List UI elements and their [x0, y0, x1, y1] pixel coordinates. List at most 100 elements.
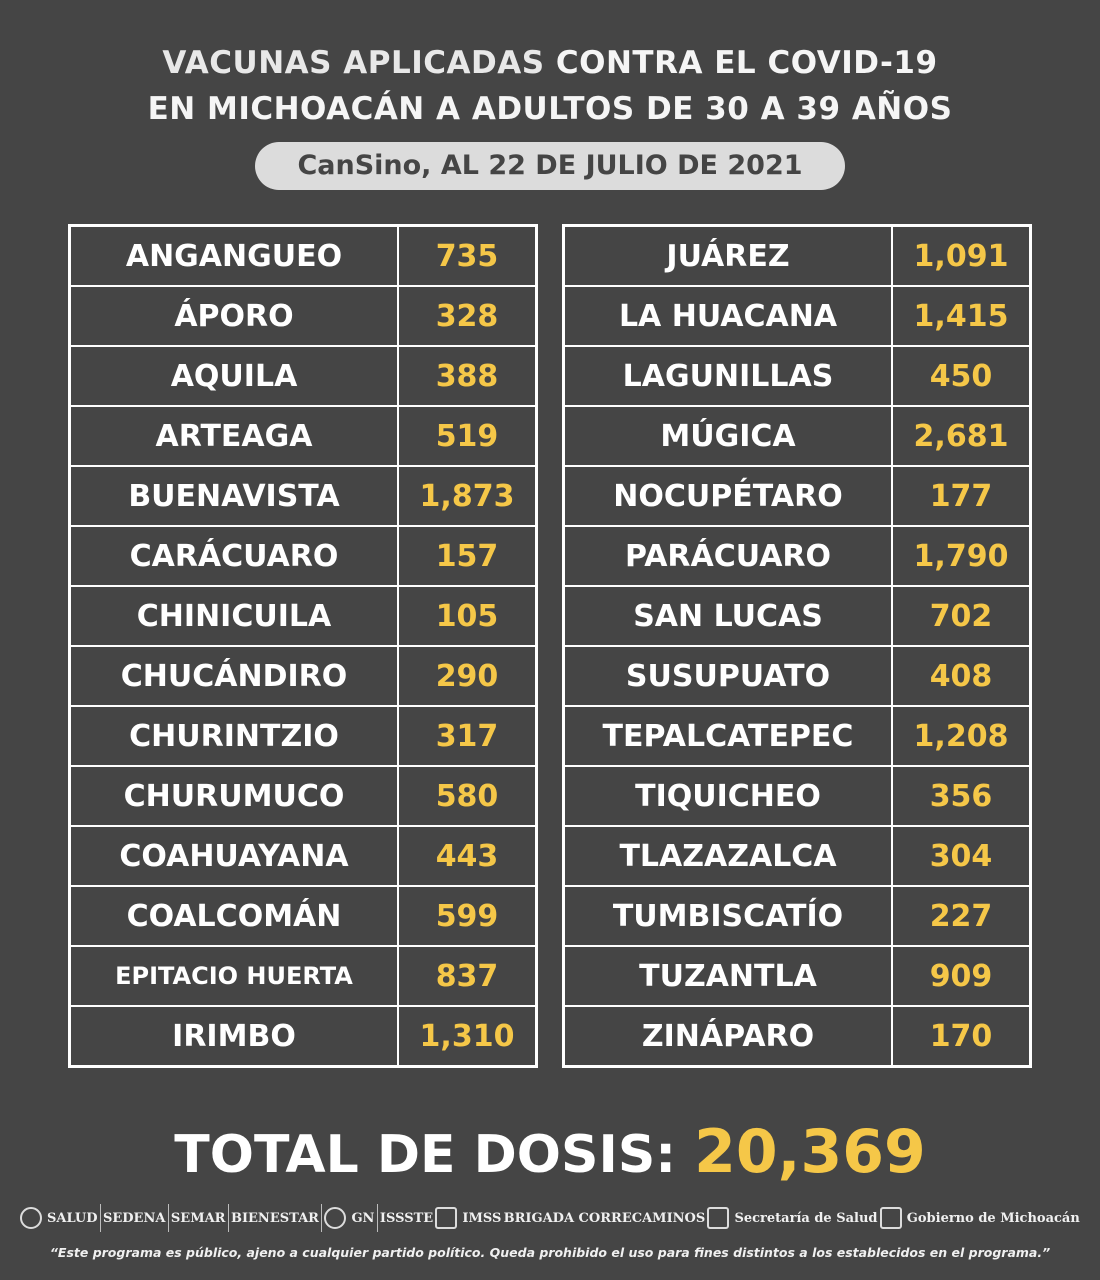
logo-divider [99, 1204, 101, 1232]
table-row: BUENAVISTA 1,873 [68, 465, 538, 527]
table-row: CARÁCUARO 157 [68, 525, 538, 587]
municipality-name: IRIMBO [68, 1005, 399, 1068]
dose-count: 328 [397, 285, 538, 347]
michoacan-shield-icon [707, 1207, 730, 1229]
table-row: CHURUMUCO 580 [68, 765, 538, 827]
dose-count: 1,208 [891, 705, 1032, 767]
table-row: CHUCÁNDIRO 290 [68, 645, 538, 707]
brigada-logo: BRIGADA CORRECAMINOS [503, 1210, 706, 1226]
table-row: COALCOMÁN 599 [68, 885, 538, 947]
table-row: PARÁCUARO 1,790 [562, 525, 1032, 587]
imss-emblem-icon [435, 1207, 458, 1229]
table-row: ANGANGUEO 735 [68, 224, 538, 287]
table-row: TIQUICHEO 356 [562, 765, 1032, 827]
municipality-name: SAN LUCAS [562, 585, 893, 647]
logo-divider [376, 1204, 378, 1232]
subtitle-pill: CanSino, AL 22 DE JULIO DE 2021 [255, 142, 845, 190]
table-row: MÚGICA 2,681 [562, 405, 1032, 467]
municipality-name: LAGUNILLAS [562, 345, 893, 407]
municipality-name: MÚGICA [562, 405, 893, 467]
total-value: 20,369 [694, 1117, 926, 1187]
municipality-name: COALCOMÁN [68, 885, 399, 947]
municipality-name: TIQUICHEO [562, 765, 893, 827]
logo-divider [321, 1204, 323, 1232]
imss-logo: IMSS [435, 1207, 501, 1229]
dose-count: 702 [891, 585, 1032, 647]
dose-count: 290 [397, 645, 538, 707]
municipality-name: TUZANTLA [562, 945, 893, 1007]
dose-count: 735 [397, 224, 538, 287]
table-row: IRIMBO 1,310 [68, 1005, 538, 1068]
dose-count: 105 [397, 585, 538, 647]
dose-count: 356 [891, 765, 1032, 827]
municipality-name: ANGANGUEO [68, 224, 399, 287]
municipality-name: NOCUPÉTARO [562, 465, 893, 527]
table-row: TEPALCATEPEC 1,208 [562, 705, 1032, 767]
table-row: ARTEAGA 519 [68, 405, 538, 467]
municipality-name: CHINICUILA [68, 585, 399, 647]
eagle-seal-icon [20, 1207, 42, 1229]
logo-divider [227, 1204, 229, 1232]
total-doses: TOTAL DE DOSIS: 20,369 [0, 1112, 1100, 1195]
issste-logo: ISSSTE [379, 1210, 434, 1226]
table-row: JUÁREZ 1,091 [562, 224, 1032, 287]
table-row: COAHUAYANA 443 [68, 825, 538, 887]
gobierno-michoacan-logo: Gobierno de Michoacán [879, 1207, 1080, 1229]
dose-count: 443 [397, 825, 538, 887]
table-row: NOCUPÉTARO 177 [562, 465, 1032, 527]
sedena-logo: SEDENA [102, 1210, 166, 1226]
dose-count: 227 [891, 885, 1032, 947]
semar-logo: SEMAR [170, 1210, 226, 1226]
dose-count: 1,091 [891, 224, 1032, 287]
salud-logo: SALUD [20, 1207, 98, 1229]
dose-count: 170 [891, 1005, 1032, 1068]
gn-logo: GN [324, 1207, 374, 1229]
disclaimer: “Este programa es público, ajeno a cualq… [49, 1245, 1051, 1260]
dose-count: 1,415 [891, 285, 1032, 347]
table-row: CHINICUILA 105 [68, 585, 538, 647]
logo-divider [167, 1204, 169, 1232]
dose-count: 408 [891, 645, 1032, 707]
municipality-name: TEPALCATEPEC [562, 705, 893, 767]
dose-count: 837 [397, 945, 538, 1007]
total-label: TOTAL DE DOSIS: [174, 1125, 677, 1185]
table-row: ÁPORO 328 [68, 285, 538, 347]
dose-count: 317 [397, 705, 538, 767]
title-line-1: VACUNAS APLICADAS CONTRA EL COVID-19 [0, 40, 1100, 86]
municipality-name: CHUCÁNDIRO [68, 645, 399, 707]
dose-count: 1,873 [397, 465, 538, 527]
table-row: AQUILA 388 [68, 345, 538, 407]
municipality-name: PARÁCUARO [562, 525, 893, 587]
table-row: SAN LUCAS 702 [562, 585, 1032, 647]
right-municipality-table: JUÁREZ 1,091 LA HUACANA 1,415 LAGUNILLAS 450 M… [562, 224, 1032, 1068]
guardia-nacional-seal-icon [324, 1207, 347, 1229]
title-line-2: EN MICHOACÁN A ADULTOS DE 30 A 39 AÑOS [147, 91, 953, 127]
municipality-name: TLAZAZALCA [562, 825, 893, 887]
table-row: CHURINTZIO 317 [68, 705, 538, 767]
dose-count: 1,790 [891, 525, 1032, 587]
municipality-name: SUSUPUATO [562, 645, 893, 707]
dose-count: 519 [397, 405, 538, 467]
municipality-name: ÁPORO [68, 285, 399, 347]
dose-count: 580 [397, 765, 538, 827]
left-municipality-table: ANGANGUEO 735 ÁPORO 328 AQUILA 388 ARTEAGA 519 B… [68, 224, 538, 1068]
dose-count: 450 [891, 345, 1032, 407]
municipality-name: ARTEAGA [68, 405, 399, 467]
table-row: ZINÁPARO 170 [562, 1005, 1032, 1068]
table-row: LA HUACANA 1,415 [562, 285, 1032, 347]
municipality-name: LA HUACANA [562, 285, 893, 347]
municipality-name: JUÁREZ [562, 224, 893, 287]
dose-count: 2,681 [891, 405, 1032, 467]
michoacan-shield-icon [879, 1207, 902, 1229]
dose-count: 304 [891, 825, 1032, 887]
table-row: TLAZAZALCA 304 [562, 825, 1032, 887]
municipality-name: ZINÁPARO [562, 1005, 893, 1068]
secretaria-salud-logo: Secretaría de Salud [707, 1207, 878, 1229]
municipality-name: BUENAVISTA [68, 465, 399, 527]
table-row: TUMBISCATÍO 227 [562, 885, 1032, 947]
bienestar-logo: BIENESTAR [230, 1210, 319, 1226]
table-row: TUZANTLA 909 [562, 945, 1032, 1007]
municipality-name: CHURUMUCO [68, 765, 399, 827]
municipality-name: AQUILA [68, 345, 399, 407]
municipality-name: COAHUAYANA [68, 825, 399, 887]
